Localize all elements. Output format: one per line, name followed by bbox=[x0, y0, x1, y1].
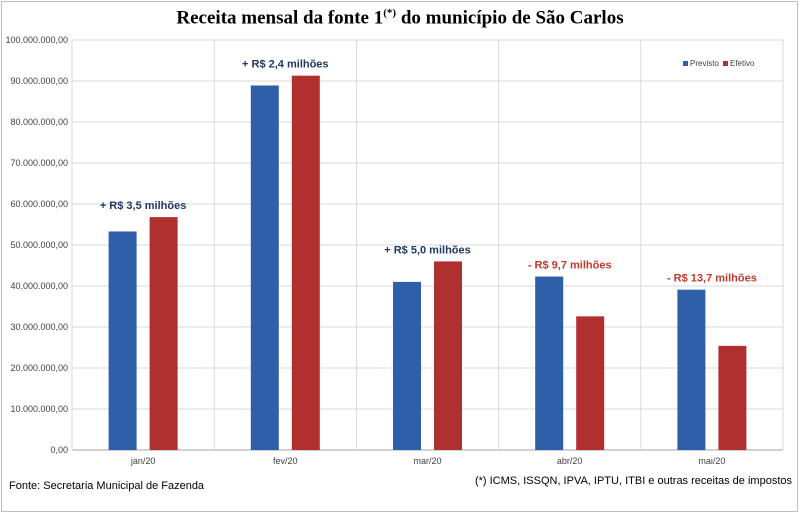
bar-efetivo-fev-20 bbox=[291, 75, 320, 451]
y-tick-label: 0,00 bbox=[50, 445, 68, 455]
bar-previsto-jan-20 bbox=[108, 231, 137, 450]
y-tick-label: 20.000.000,00 bbox=[10, 363, 68, 373]
y-tick-label: 100.000.000,00 bbox=[5, 35, 68, 45]
y-tick-label: 90.000.000,00 bbox=[10, 76, 68, 86]
legend-swatch-efetivo bbox=[723, 61, 728, 66]
y-tick-label: 10.000.000,00 bbox=[10, 404, 68, 414]
bar-efetivo-mai-20 bbox=[718, 345, 747, 450]
bar-previsto-abr-20 bbox=[535, 276, 564, 450]
legend-label-previsto: Previsto bbox=[690, 59, 719, 68]
x-tick-label: mar/20 bbox=[413, 456, 441, 466]
y-tick-label: 60.000.000,00 bbox=[10, 199, 68, 209]
y-tick-label: 50.000.000,00 bbox=[10, 240, 68, 250]
bar-efetivo-mar-20 bbox=[434, 261, 462, 450]
bar-previsto-fev-20 bbox=[250, 85, 279, 450]
y-tick-label: 70.000.000,00 bbox=[10, 158, 68, 168]
y-tick-label: 40.000.000,00 bbox=[10, 281, 68, 291]
y-tick-label: 30.000.000,00 bbox=[10, 322, 68, 332]
difference-annotation: + R$ 3,5 milhões bbox=[100, 200, 187, 212]
source-note: Fonte: Secretaria Municipal de Fazenda bbox=[9, 480, 205, 492]
chart-title-superscript: (*) bbox=[383, 7, 397, 19]
x-tick-label: abr/20 bbox=[557, 456, 583, 466]
difference-annotation: + R$ 2,4 milhões bbox=[242, 59, 329, 71]
legend-label-efetivo: Efetivo bbox=[730, 59, 755, 68]
legend-swatch-previsto bbox=[683, 61, 688, 66]
y-tick-label: 80.000.000,00 bbox=[10, 117, 68, 127]
bar-efetivo-abr-20 bbox=[576, 316, 605, 450]
footnote: (*) ICMS, ISSQN, IPVA, IPTU, ITBI e outr… bbox=[474, 475, 792, 487]
difference-annotation: - R$ 9,7 milhões bbox=[528, 260, 612, 272]
bar-previsto-mai-20 bbox=[677, 289, 706, 450]
chart-title-rest: do município de São Carlos bbox=[396, 7, 624, 29]
difference-annotation: + R$ 5,0 milhões bbox=[384, 244, 471, 256]
chart-title: Receita mensal da fonte 1(*) do municípi… bbox=[0, 7, 800, 29]
bar-efetivo-jan-20 bbox=[149, 217, 178, 450]
x-tick-label: fev/20 bbox=[273, 456, 298, 466]
bar-previsto-mar-20 bbox=[393, 281, 421, 450]
difference-annotation: - R$ 13,7 milhões bbox=[667, 273, 757, 285]
x-tick-label: jan/20 bbox=[130, 456, 156, 466]
x-tick-label: mai/20 bbox=[698, 456, 725, 466]
chart-title-main: Receita mensal da fonte 1 bbox=[176, 7, 384, 29]
